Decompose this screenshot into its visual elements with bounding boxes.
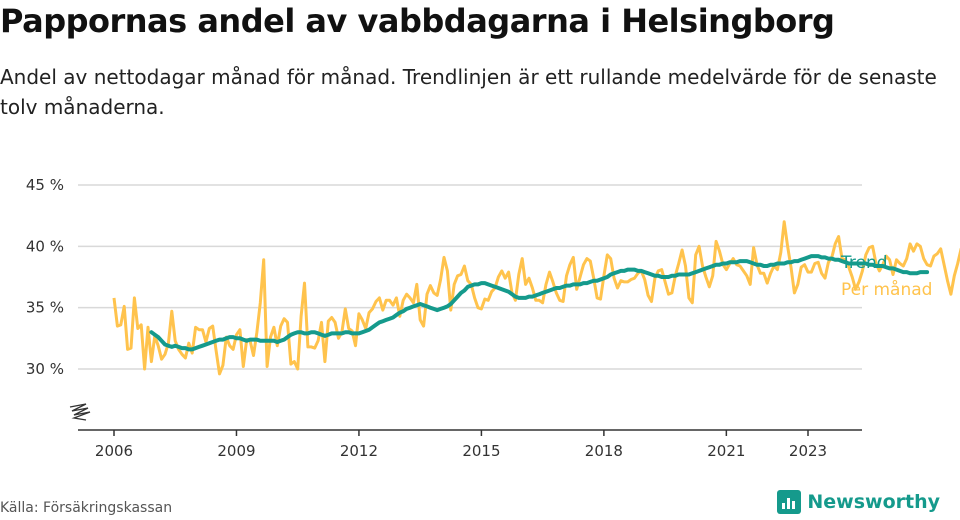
series-line-per-manad [112,220,960,376]
y-tick-label: 35 % [26,299,64,317]
grid-lines [78,184,862,370]
brand-name: Newsworthy [807,491,940,513]
x-tick-label: 2023 [789,442,827,460]
y-tick-label: 30 % [26,360,64,378]
axis-break-icon [69,403,91,421]
y-tick-label: 45 % [26,176,64,194]
brand-logo[interactable]: Newsworthy [777,490,940,514]
x-tick-label: 2006 [95,442,133,460]
y-axis-labels: 30 % 35 % 40 % 45 % [26,176,64,378]
y-tick-label: 40 % [26,237,64,255]
series-line-trend [149,254,930,352]
x-tick-label: 2015 [462,442,500,460]
legend-trend: Trend [840,253,888,273]
x-tick-label: 2018 [585,442,623,460]
legend-per-manad: Per månad [841,279,932,300]
x-tick-label: 2021 [707,442,745,460]
source-note: Källa: Försäkringskassan [0,500,173,516]
bar-chart-icon [777,490,802,514]
chart-title: Pappornas andel av vabbdagarna i Helsing… [0,2,835,40]
x-tick-label: 2009 [217,442,255,460]
x-tick-label: 2012 [340,442,378,460]
chart-subtitle: Andel av nettodagar månad för månad. Tre… [0,65,937,119]
x-axis: 2006 2009 2012 2015 2018 2021 2023 [78,429,862,460]
